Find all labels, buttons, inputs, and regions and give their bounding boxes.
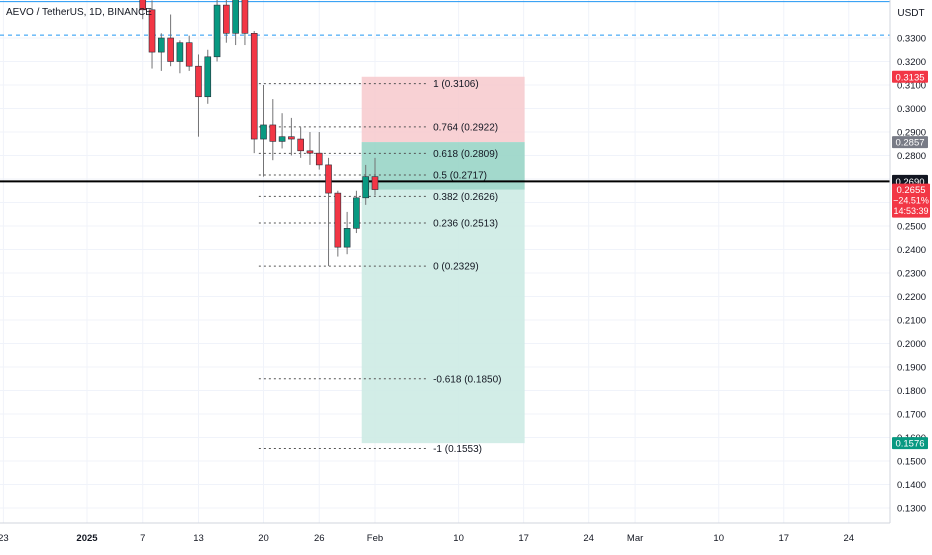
- time-tick-label: 2025: [76, 533, 98, 544]
- price-badge-label: 0.1576: [895, 439, 924, 450]
- price-tick-label: 0.1800: [897, 386, 926, 397]
- time-tick-label: 23: [0, 533, 9, 544]
- fib-level-label: 0.618 (0.2809): [433, 149, 498, 160]
- bar-countdown-label: 14:53:39: [893, 206, 928, 216]
- candle-body: [167, 37, 174, 62]
- candle-body: [260, 124, 267, 140]
- candle-body: [195, 65, 202, 98]
- time-tick-label: 10: [713, 533, 724, 544]
- candle-body: [176, 42, 184, 62]
- price-tick-label: 0.2100: [897, 316, 926, 327]
- candle-body: [250, 32, 258, 140]
- fib-level-label: 0.236 (0.2513): [433, 218, 498, 229]
- price-tick-label: 0.3200: [897, 57, 926, 68]
- candle-body: [362, 176, 370, 199]
- price-tick-label: 0.1700: [897, 410, 926, 421]
- time-tick-label: 24: [843, 533, 854, 544]
- time-tick-label: 10: [453, 533, 464, 544]
- price-badge: [892, 437, 928, 450]
- candle-body: [343, 228, 351, 248]
- reward-zone: [361, 142, 525, 444]
- fib-level-label: -1 (0.1553): [433, 444, 482, 455]
- symbol-title[interactable]: AEVO / TetherUS, 1D, BINANCE: [6, 7, 152, 18]
- price-badge-label: 0.2857: [895, 138, 924, 149]
- price-axis-unit: USDT: [897, 8, 924, 19]
- candle-body: [158, 37, 165, 53]
- current-price-badge: [892, 183, 930, 218]
- candles: [139, 0, 379, 266]
- time-tick-label: Feb: [367, 533, 383, 544]
- price-tick-label: 0.3300: [897, 34, 926, 45]
- price-badge-label: 0.3135: [895, 72, 924, 83]
- time-tick-label: 13: [193, 533, 204, 544]
- price-tick-label: 0.2300: [897, 269, 926, 280]
- candle-body: [148, 9, 156, 53]
- price-tick-label: 0.1900: [897, 363, 926, 374]
- candle-body: [334, 192, 342, 248]
- candle-body: [204, 56, 212, 98]
- time-tick-label: 17: [778, 533, 789, 544]
- price-tick-label: 0.2000: [897, 339, 926, 350]
- price-badge-label: 0.2690: [895, 177, 924, 188]
- price-badge: [892, 136, 928, 149]
- price-tick-label: 0.2900: [897, 128, 926, 139]
- candle-body: [185, 42, 193, 67]
- risk-zone: [361, 76, 525, 143]
- candle-body: [269, 124, 277, 142]
- time-tick-label: 20: [258, 533, 269, 544]
- price-badge: [892, 70, 928, 83]
- time-tick-label: 26: [314, 533, 325, 544]
- price-tick-label: 0.1300: [897, 504, 926, 515]
- candle-body: [241, 0, 249, 34]
- fib-level-label: 0.382 (0.2626): [433, 192, 498, 203]
- candle-body: [232, 0, 239, 34]
- price-tick-label: 0.3000: [897, 104, 926, 115]
- price-tick-label: 0.2500: [897, 222, 926, 233]
- fib-level-label: 1 (0.3106): [433, 79, 479, 90]
- candle-body: [353, 197, 360, 229]
- fib-level-label: 0.764 (0.2922): [433, 122, 498, 133]
- candle-body: [213, 4, 221, 58]
- candle-body: [306, 150, 314, 154]
- price-change-label: −24.51%: [893, 196, 929, 206]
- time-tick-label: 17: [518, 533, 529, 544]
- price-tick-label: 0.2800: [897, 151, 926, 162]
- current-price-label: 0.2655: [896, 185, 925, 196]
- price-tick-label: 0.3100: [897, 81, 926, 92]
- price-tick-label: 0.1500: [897, 457, 926, 468]
- price-tick-label: 0.2200: [897, 292, 926, 303]
- candle-body: [278, 136, 286, 142]
- horizontal-lines[interactable]: [0, 1, 890, 183]
- fib-level-label: 0 (0.2329): [433, 262, 479, 273]
- candle-body: [297, 138, 304, 152]
- price-badges: 0.31350.28570.26920.26900.15760.2655−24.…: [892, 70, 930, 450]
- time-tick-label: 24: [583, 533, 594, 544]
- candle-body: [223, 4, 230, 34]
- fibonacci-retracement[interactable]: 1 (0.3106) 0.764 (0.2922) 0.618 (0.2809) 0.…: [258, 79, 502, 455]
- fib-level-label: 0.5 (0.2717): [433, 171, 487, 182]
- price-tick-label: 0.1400: [897, 480, 926, 491]
- candle-body: [139, 0, 147, 11]
- candle-body: [371, 176, 379, 190]
- candle-body: [288, 136, 295, 140]
- fib-level-label: -0.618 (0.1850): [433, 374, 501, 385]
- time-tick-label: 7: [140, 533, 145, 544]
- short-position-tool[interactable]: [361, 76, 525, 444]
- candle-body: [325, 164, 332, 194]
- price-tick-label: 0.2400: [897, 245, 926, 256]
- candle-body: [315, 152, 323, 166]
- time-tick-label: Mar: [627, 533, 643, 544]
